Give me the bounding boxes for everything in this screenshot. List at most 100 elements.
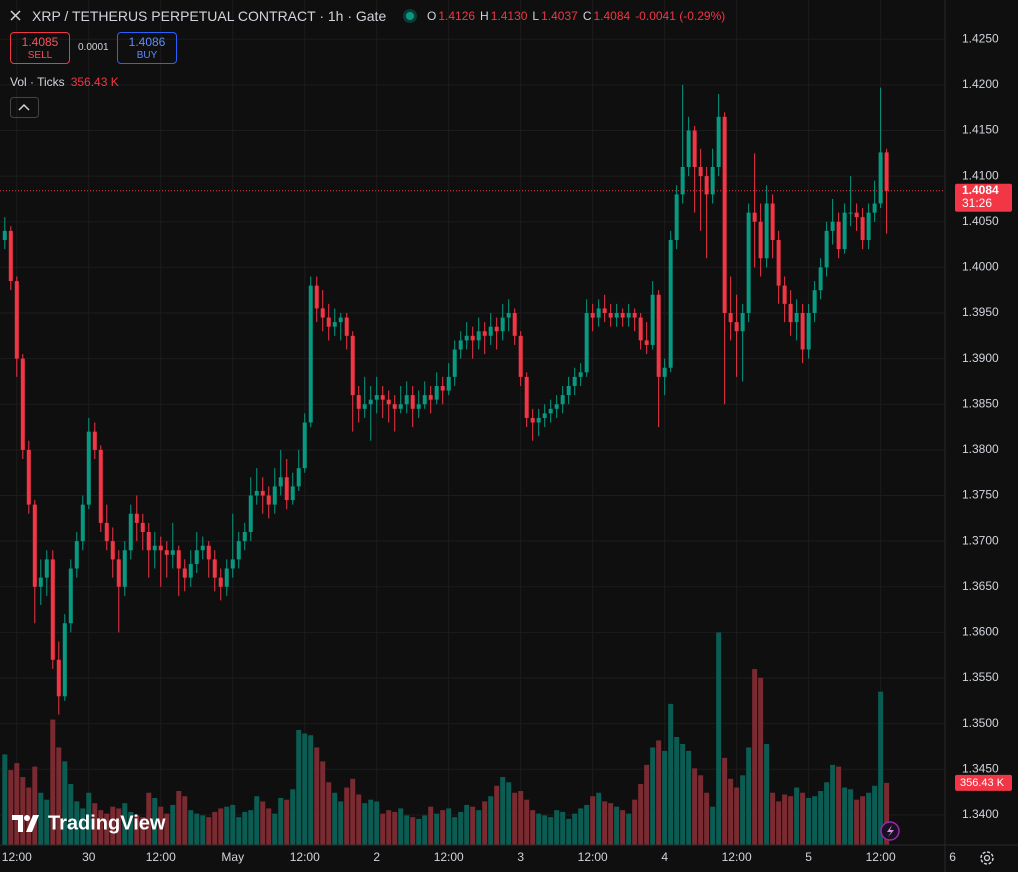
lightning-button[interactable] <box>880 821 900 841</box>
candle-body <box>326 317 331 327</box>
volume-bar <box>818 790 824 845</box>
candle-body <box>416 404 421 409</box>
volume-bar <box>50 719 56 845</box>
volume-bar <box>464 804 470 845</box>
y-tick-label: 1.3900 <box>962 351 999 365</box>
candle-body <box>752 212 757 222</box>
candle-body <box>530 417 535 423</box>
volume-bar <box>434 813 440 845</box>
y-tick-label: 1.3800 <box>962 442 999 456</box>
volume-bar <box>620 810 626 845</box>
volume-bar <box>290 789 296 845</box>
volume-bar <box>506 782 512 845</box>
volume-bar <box>878 691 884 845</box>
candle-body <box>500 317 505 332</box>
ohlc-value: 1.4084 <box>593 9 631 23</box>
buy-label: BUY <box>136 50 158 61</box>
volume-bar <box>410 817 416 845</box>
volume-bar <box>38 792 44 845</box>
candle-body <box>422 395 427 405</box>
candle-body <box>518 335 523 377</box>
candle-body <box>26 449 31 505</box>
volume-bar <box>374 801 380 845</box>
candle-body <box>230 559 235 569</box>
volume-bar <box>812 796 818 845</box>
candle-body <box>620 312 625 318</box>
candle-body <box>680 166 685 195</box>
volume-bar <box>668 703 674 845</box>
volume-bar <box>266 808 272 845</box>
candle-body <box>512 312 517 336</box>
candle-body <box>590 312 595 318</box>
candle-body <box>128 513 133 551</box>
volume-bar <box>800 792 806 845</box>
ohlc-value: 1.4037 <box>541 9 578 23</box>
volume-bar <box>692 768 698 845</box>
candle-body <box>212 559 217 578</box>
candle-body <box>488 326 493 336</box>
symbol-title: XRP / TETHERUS PERPETUAL CONTRACT · 1h ·… <box>32 8 387 24</box>
candle-body <box>14 281 19 359</box>
candle-body <box>470 335 475 341</box>
volume-bar <box>776 801 782 845</box>
candle-body <box>452 349 457 377</box>
volume-bar <box>608 803 614 845</box>
buy-button[interactable]: 1.4086 BUY <box>117 32 177 64</box>
collapse-button[interactable] <box>10 97 39 118</box>
volume-bar <box>194 813 200 845</box>
volume-bar <box>746 747 752 845</box>
candle-body <box>830 221 835 231</box>
volume-bar <box>254 796 260 845</box>
candle-body <box>836 221 841 250</box>
volume-bar <box>368 799 374 845</box>
candle-body <box>62 623 67 697</box>
candle-body <box>86 431 91 505</box>
volume-name: Vol · Ticks <box>10 75 65 89</box>
candle-body <box>188 563 193 578</box>
volume-bar <box>452 817 458 845</box>
candle-body <box>644 340 649 345</box>
candle-body <box>794 312 799 323</box>
volume-bar <box>14 763 20 845</box>
volume-bar <box>788 796 794 845</box>
volume-bar <box>590 796 596 845</box>
y-tick-label: 1.3400 <box>962 807 999 821</box>
ohlc-key: O <box>427 9 437 23</box>
candle-body <box>38 577 43 587</box>
volume-bar <box>734 787 740 845</box>
candle-body <box>410 395 415 409</box>
volume-bar <box>806 797 812 845</box>
volume-bar <box>206 817 212 845</box>
volume-bar <box>494 785 500 845</box>
volume-bar <box>176 790 182 845</box>
candle-body <box>572 376 577 386</box>
volume-bar <box>326 782 332 845</box>
volume-bar <box>716 632 722 845</box>
volume-bar <box>572 813 578 845</box>
volume-bar <box>794 787 800 845</box>
candle-body <box>122 550 127 587</box>
sell-button[interactable]: 1.4085 SELL <box>10 32 70 64</box>
candle-body <box>692 130 697 167</box>
candle-body <box>842 212 847 250</box>
volume-legend: Vol · Ticks 356.43 K <box>10 75 119 89</box>
ohlc-value: 1.4126 <box>438 9 476 23</box>
volume-bar <box>488 796 494 845</box>
candle-body <box>194 550 199 564</box>
candle-body <box>344 317 349 336</box>
settings-icon[interactable] <box>980 851 994 865</box>
x-tick-label: 2 <box>373 850 380 864</box>
volume-bar <box>470 806 476 845</box>
close-icon[interactable] <box>10 10 21 21</box>
candle-body <box>266 495 271 505</box>
volume-bar <box>548 817 554 845</box>
x-tick-label: 12:00 <box>146 850 176 864</box>
volume-bar <box>710 806 716 845</box>
candle-body <box>602 308 607 313</box>
volume-bar <box>128 811 134 845</box>
volume-bar <box>830 764 836 845</box>
y-tick-label: 1.3950 <box>962 305 999 319</box>
volume-bar <box>200 815 206 845</box>
volume-bar <box>566 818 572 845</box>
